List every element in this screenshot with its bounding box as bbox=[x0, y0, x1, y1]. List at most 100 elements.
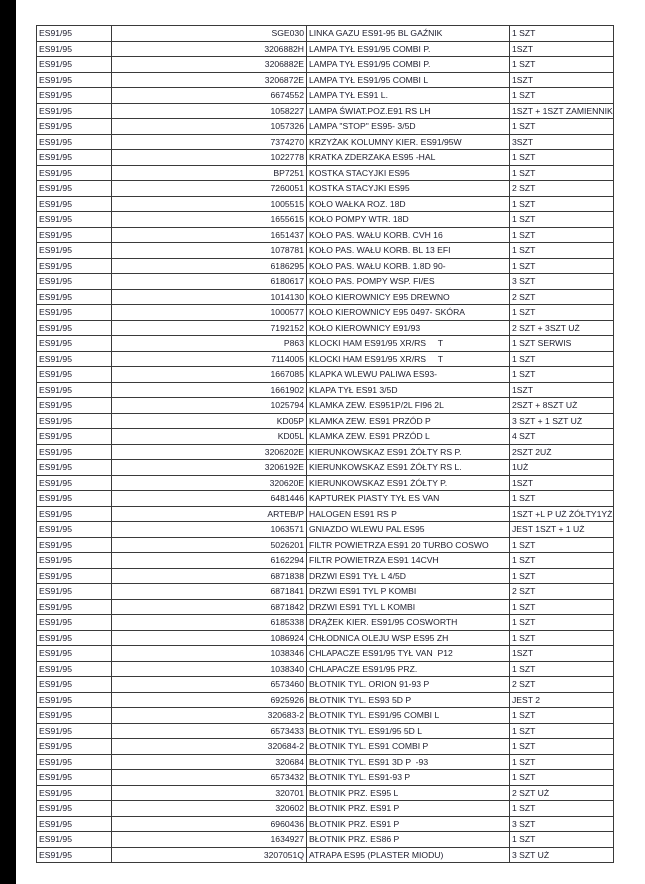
part-number-cell: 6925926 bbox=[111, 691, 307, 708]
description-cell: KIERUNKOWSKAZ ES91 ŻÓŁTY P. bbox=[306, 474, 510, 491]
model-cell: ES91/95 bbox=[36, 831, 112, 848]
part-number-cell: BP7251 bbox=[111, 164, 307, 181]
description-cell: BŁOTNIK PRZ. ES91 P bbox=[306, 815, 510, 832]
description-cell: LAMPA TYŁ ES91/95 COMBI L bbox=[306, 71, 510, 88]
description-cell: KLAMKA ZEW. ES91 PRZÓD P bbox=[306, 412, 510, 429]
model-cell: ES91/95 bbox=[36, 521, 112, 538]
table-row: ES91/95 6180617 KOŁO PAS. POMPY WSP. FI/ES… bbox=[36, 273, 614, 290]
table-row: ES91/95 320684-2 BŁOTNIK TYL. ES91 COMBI P… bbox=[36, 738, 614, 755]
model-cell: ES91/95 bbox=[36, 40, 112, 57]
part-number-cell: 6186295 bbox=[111, 257, 307, 274]
model-cell: ES91/95 bbox=[36, 660, 112, 677]
part-number-cell: 7374270 bbox=[111, 133, 307, 150]
table-row: ES91/95 320683-2 BŁOTNIK TYL. ES91/95 COMB… bbox=[36, 707, 614, 724]
quantity-cell: 1SZT bbox=[509, 474, 614, 491]
description-cell: DRZWI ES91 TYL P KOMBI bbox=[306, 583, 510, 600]
quantity-cell: 1 SZT bbox=[509, 87, 614, 104]
description-cell: BŁOTNIK PRZ. ES91 P bbox=[306, 800, 510, 817]
part-number-cell: 7114005 bbox=[111, 350, 307, 367]
part-number-cell: 6573433 bbox=[111, 722, 307, 739]
part-number-cell: 320620E bbox=[111, 474, 307, 491]
description-cell: KOŁO PAS. POMPY WSP. FI/ES bbox=[306, 273, 510, 290]
description-cell: KOSTKA STACYJKI ES95 bbox=[306, 164, 510, 181]
quantity-cell: 1SZT bbox=[509, 381, 614, 398]
quantity-cell: 1 SZT bbox=[509, 800, 614, 817]
model-cell: ES91/95 bbox=[36, 490, 112, 507]
part-number-cell: 6180617 bbox=[111, 273, 307, 290]
quantity-cell: 1 SZT bbox=[509, 707, 614, 724]
part-number-cell: 1000577 bbox=[111, 304, 307, 321]
part-number-cell: 5026201 bbox=[111, 536, 307, 553]
table-row: ES91/95 1014130 KOŁO KIEROWNICY E95 DREWNO… bbox=[36, 288, 614, 305]
quantity-cell: 1 SZT bbox=[509, 304, 614, 321]
description-cell: CHŁODNICA OLEJU WSP ES95 ZH bbox=[306, 629, 510, 646]
table-row: ES91/95 7192152 KOŁO KIEROWNICY E91/93 2 SZ… bbox=[36, 319, 614, 336]
part-number-cell: 6185338 bbox=[111, 614, 307, 631]
part-number-cell: 3206202E bbox=[111, 443, 307, 460]
part-number-cell: 6871841 bbox=[111, 583, 307, 600]
quantity-cell: 1 SZT bbox=[509, 118, 614, 135]
model-cell: ES91/95 bbox=[36, 536, 112, 553]
table-row: ES91/95 3206192E KIERUNKOWSKAZ ES91 ŻÓŁTY … bbox=[36, 459, 614, 476]
description-cell: KOŁO PAS. WAŁU KORB. BL 13 EFI bbox=[306, 242, 510, 259]
description-cell: BŁOTNIK PRZ. ES86 P bbox=[306, 831, 510, 848]
quantity-cell: 1 SZT bbox=[509, 226, 614, 243]
model-cell: ES91/95 bbox=[36, 397, 112, 414]
model-cell: ES91/95 bbox=[36, 676, 112, 693]
table-row: ES91/95 3206872E LAMPA TYŁ ES91/95 COMBI L… bbox=[36, 71, 614, 88]
table-row: ES91/95 6925926 BŁOTNIK TYL. ES93 5D P JEST… bbox=[36, 691, 614, 708]
table-row: ES91/95 3206202E KIERUNKOWSKAZ ES91 ŻÓŁTY … bbox=[36, 443, 614, 460]
quantity-cell: 1 SZT bbox=[509, 567, 614, 584]
table-row: ES91/95 1000577 KOŁO KIEROWNICY E95 0497- … bbox=[36, 304, 614, 321]
model-cell: ES91/95 bbox=[36, 474, 112, 491]
description-cell: KLAPA TYŁ ES91 3/5D bbox=[306, 381, 510, 398]
quantity-cell: 1SZT + 1SZT ZAMIENNIK bbox=[509, 102, 614, 119]
description-cell: LINKA GAZU ES91-95 BL GAŹNIK bbox=[306, 25, 510, 42]
part-number-cell: 320701 bbox=[111, 784, 307, 801]
description-cell: LAMPA TYŁ ES91 L. bbox=[306, 87, 510, 104]
quantity-cell: 1SZT bbox=[509, 645, 614, 662]
description-cell: LAMPA TYŁ ES91/95 COMBI P. bbox=[306, 40, 510, 57]
quantity-cell: 2 SZT bbox=[509, 288, 614, 305]
model-cell: ES91/95 bbox=[36, 133, 112, 150]
part-number-cell: 1078781 bbox=[111, 242, 307, 259]
description-cell: FILTR POWIETRZA ES91 14CVH bbox=[306, 552, 510, 569]
table-row: ES91/95 6186295 KOŁO PAS. WAŁU KORB. 1.8D … bbox=[36, 257, 614, 274]
part-number-cell: 1025794 bbox=[111, 397, 307, 414]
quantity-cell: 1 SZT bbox=[509, 25, 614, 42]
description-cell: BŁOTNIK PRZ. ES95 L bbox=[306, 784, 510, 801]
table-row: ES91/95 3206882E LAMPA TYŁ ES91/95 COMBI P… bbox=[36, 56, 614, 73]
part-number-cell: 3207051Q bbox=[111, 846, 307, 863]
part-number-cell: P863 bbox=[111, 335, 307, 352]
quantity-cell: 2 SZT bbox=[509, 583, 614, 600]
table-row: ES91/95 6185338 DRĄŻEK KIER. ES91/95 COSWO… bbox=[36, 614, 614, 631]
model-cell: ES91/95 bbox=[36, 381, 112, 398]
description-cell: KRZYŻAK KOLUMNY KIER. ES91/95W bbox=[306, 133, 510, 150]
description-cell: KIERUNKOWSKAZ ES91 ŻÓŁTY RS P. bbox=[306, 443, 510, 460]
table-row: ES91/95 1651437 KOŁO PAS. WAŁU KORB. CVH 1… bbox=[36, 226, 614, 243]
table-row: ES91/95 7114005 KLOCKI HAM ES91/95 XR/RS T… bbox=[36, 350, 614, 367]
part-number-cell: 3206882E bbox=[111, 56, 307, 73]
quantity-cell: 1UŻ bbox=[509, 459, 614, 476]
table-row: ES91/95 SGE030 LINKA GAZU ES91-95 BL GAŹNI… bbox=[36, 25, 614, 42]
model-cell: ES91/95 bbox=[36, 102, 112, 119]
quantity-cell: 1 SZT bbox=[509, 614, 614, 631]
model-cell: ES91/95 bbox=[36, 366, 112, 383]
part-number-cell: 1634927 bbox=[111, 831, 307, 848]
model-cell: ES91/95 bbox=[36, 242, 112, 259]
model-cell: ES91/95 bbox=[36, 645, 112, 662]
table-row: ES91/95 1655615 KOŁO POMPY WTR. 18D 1 SZT bbox=[36, 211, 614, 228]
description-cell: KIERUNKOWSKAZ ES91 ŻÓŁTY RS L. bbox=[306, 459, 510, 476]
quantity-cell: 3 SZT UŻ bbox=[509, 846, 614, 863]
quantity-cell: 1 SZT SERWIS bbox=[509, 335, 614, 352]
quantity-cell: 1 SZT bbox=[509, 164, 614, 181]
model-cell: ES91/95 bbox=[36, 846, 112, 863]
part-number-cell: 320683-2 bbox=[111, 707, 307, 724]
quantity-cell: 1 SZT bbox=[509, 56, 614, 73]
model-cell: ES91/95 bbox=[36, 567, 112, 584]
